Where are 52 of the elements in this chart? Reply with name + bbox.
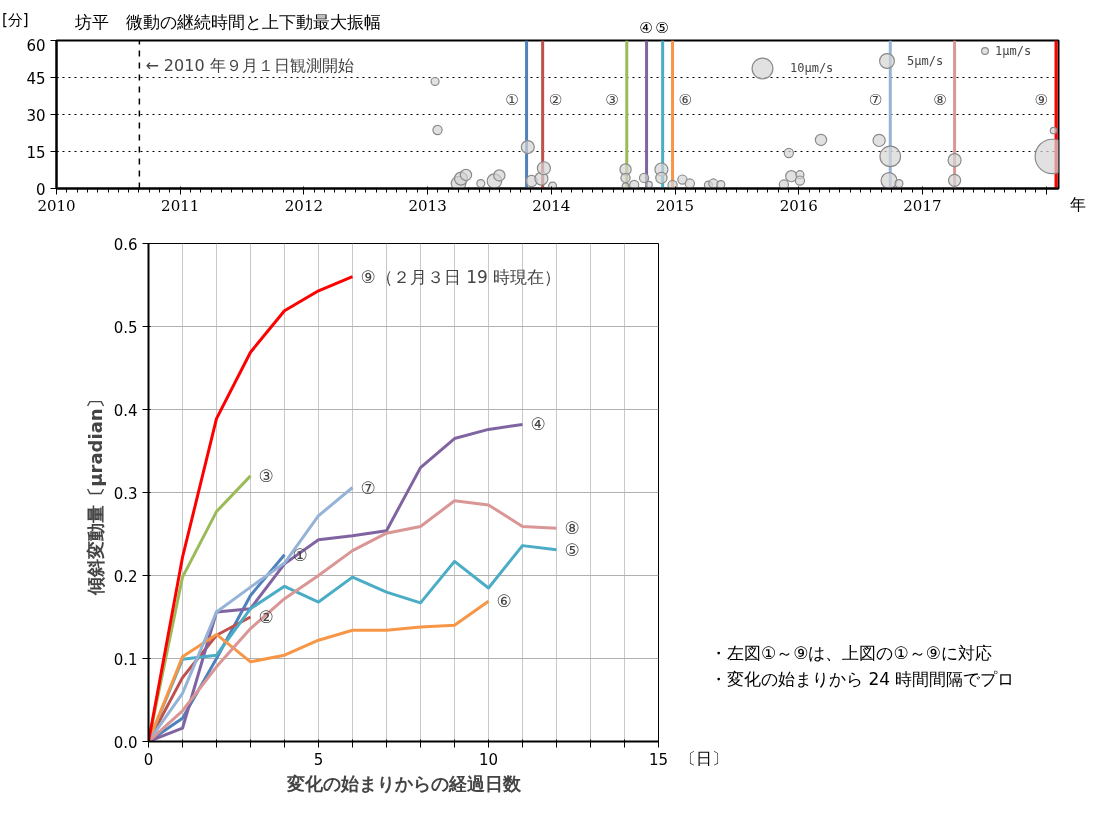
x-tick-label: 2015 xyxy=(655,196,695,215)
ref-line-label: ⑨ xyxy=(1034,90,1049,109)
y-tick-label: 60 xyxy=(26,36,46,55)
x-tick-label: 0 xyxy=(143,750,154,769)
y-axis-title: [分] xyxy=(2,10,29,31)
x-tick-label: 2011 xyxy=(161,196,200,215)
y-tick-label: 0.6 xyxy=(113,235,138,254)
x-tick-label: 2010 xyxy=(37,196,76,215)
series-label: ⑨（２月３日 19 時現在） xyxy=(360,266,562,287)
text: ・変化の始まりから 24 時間間隔でプロ xyxy=(710,668,1015,691)
legend-label: 10μm/s xyxy=(790,61,834,75)
series-label: ⑤ xyxy=(564,539,580,560)
text: 〔日〕 xyxy=(680,748,728,770)
series-label: ⑦ xyxy=(360,477,376,498)
series-label: ⑥ xyxy=(496,591,512,612)
chart-title: 坊平 微動の継続時間と上下動最大振幅 xyxy=(75,11,381,34)
legend-label: 1μm/s xyxy=(995,43,1032,58)
x-axis-title: 年 xyxy=(1070,194,1086,216)
ref-line-label: ① xyxy=(505,90,519,109)
x-tick-label: 10 xyxy=(478,750,499,769)
x-tick-label: 2013 xyxy=(408,196,447,215)
ref-line-label: ⑧ xyxy=(933,90,947,109)
ref-line-label: ⑥ xyxy=(678,90,692,109)
series-label: ③ xyxy=(258,465,274,486)
legend-label: 5μm/s xyxy=(907,53,944,68)
y-tick-label: 0.4 xyxy=(113,401,138,420)
x-axis-title: 変化の始まりからの経過日数 xyxy=(285,772,522,794)
x-tick-label: 2012 xyxy=(284,196,324,215)
ref-line-label: ⑤ xyxy=(655,18,669,39)
x-tick-label: 15 xyxy=(648,750,669,769)
x-tick-label: 2017 xyxy=(903,196,942,215)
y-tick-label: 0.1 xyxy=(113,650,138,669)
y-tick-label: 30 xyxy=(26,106,46,125)
y-tick-label: 0.5 xyxy=(113,318,138,337)
ref-line-label: ④ xyxy=(639,18,653,39)
ref-line-label: ← 2010 年９月１日観測開始 xyxy=(145,56,354,76)
x-tick-label: 2014 xyxy=(532,196,571,215)
ref-line-label: ③ xyxy=(605,90,619,109)
y-tick-label: 0.2 xyxy=(113,567,138,586)
x-tick-label: 5 xyxy=(313,750,324,769)
y-tick-label: 0.0 xyxy=(113,733,138,752)
y-tick-label: 15 xyxy=(26,143,46,162)
y-axis-title: 傾斜変動量〔μradian〕 xyxy=(84,390,106,596)
series-label: ⑧ xyxy=(564,518,580,539)
ref-line-label: ⑦ xyxy=(868,90,883,109)
ref-line-label: ② xyxy=(548,90,563,109)
text: ・左図①～⑨は、上図の①～⑨に対応 xyxy=(710,642,992,665)
y-tick-label: 0 xyxy=(35,180,46,199)
x-tick-label: 2016 xyxy=(779,196,818,215)
y-tick-label: 0.3 xyxy=(113,484,138,503)
y-tick-label: 45 xyxy=(26,69,46,88)
series-label: ④ xyxy=(530,414,546,435)
